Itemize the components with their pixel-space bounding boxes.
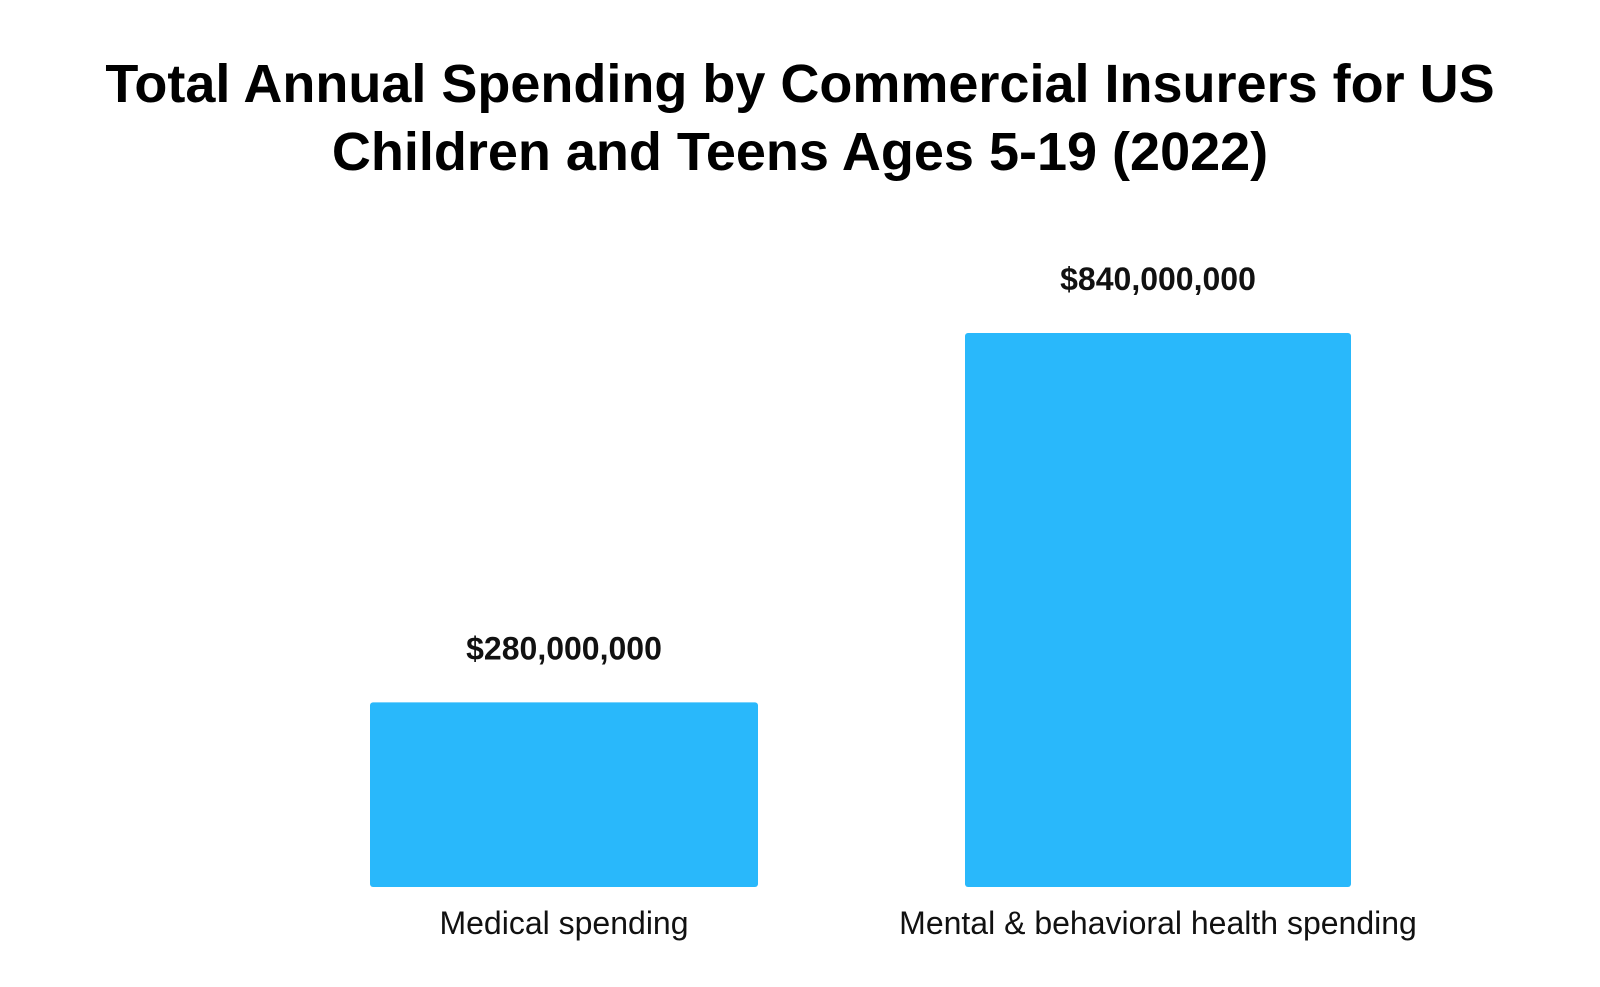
category-label-mental-behavioral-health-spending: Mental & behavioral health spending bbox=[899, 905, 1417, 941]
chart-title-line-2: Children and Teens Ages 5-19 (2022) bbox=[332, 122, 1268, 182]
value-label-mental-behavioral-health-spending: $840,000,000 bbox=[1060, 261, 1256, 297]
chart-title: Total Annual Spending by Commercial Insu… bbox=[105, 54, 1494, 182]
bar-medical-spending bbox=[370, 702, 758, 887]
category-label-medical-spending: Medical spending bbox=[439, 905, 688, 941]
value-labels-layer: $280,000,000 $840,000,000 bbox=[466, 261, 1256, 666]
value-label-medical-spending: $280,000,000 bbox=[466, 630, 662, 666]
category-labels-layer: Medical spending Mental & behavioral heal… bbox=[439, 905, 1416, 941]
chart-title-line-1: Total Annual Spending by Commercial Insu… bbox=[105, 54, 1494, 114]
bars-layer bbox=[370, 333, 1351, 887]
bar-mental-behavioral-health-spending bbox=[965, 333, 1351, 887]
